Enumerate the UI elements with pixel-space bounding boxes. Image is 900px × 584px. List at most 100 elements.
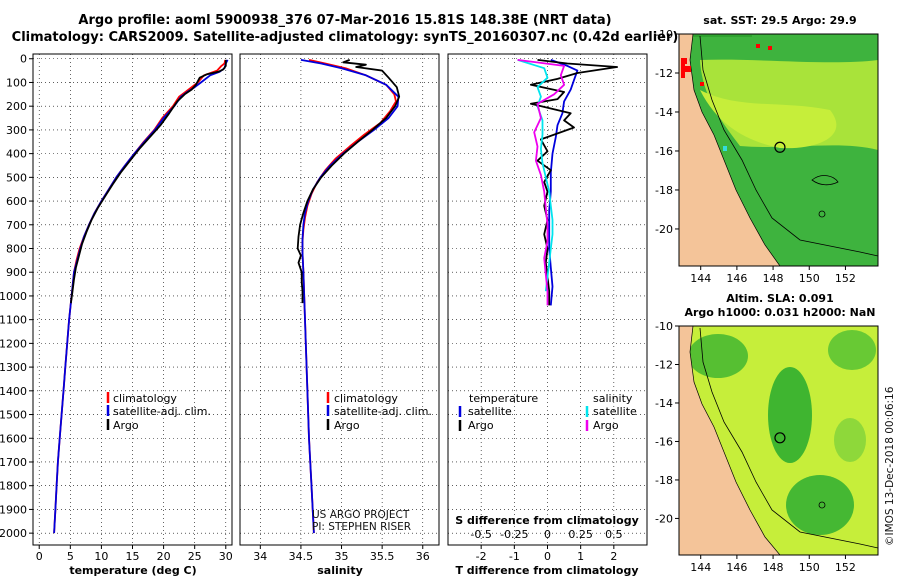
t-difference-x-axis: -2 -1 0 1 2 [476, 545, 617, 563]
map-lon-tick-label: 144 [690, 561, 711, 574]
sst-map-hot-pixel [756, 44, 760, 48]
salinity-plot-frame [239, 53, 440, 546]
sst-map-hot-pixel [681, 64, 685, 78]
depth-tick-label: 1300 [0, 361, 27, 374]
sla-map-subtitle: Argo h1000: 0.031 h2000: NaN [684, 306, 875, 319]
s-difference-tick-label: -0.25 [500, 528, 528, 541]
x-tick-label: 35 [335, 550, 349, 563]
map-lat-tick-label: -14 [655, 397, 673, 410]
map-lat-tick-label: -20 [655, 512, 673, 525]
legend-title-salinity: salinity [593, 392, 633, 405]
depth-tick-label: 0 [20, 53, 27, 66]
x-tick-label: 20 [157, 550, 171, 563]
x-tick-label: 5 [67, 550, 74, 563]
depth-tick-label: 500 [6, 171, 27, 184]
legend-title-temperature: temperature [469, 392, 538, 405]
salinity-x-axis: 34 34.5 35 35.5 36 [253, 545, 430, 563]
map-lon-tick-label: 152 [835, 561, 856, 574]
map-lat-tick-label: -10 [655, 28, 673, 41]
sst-map-top-band [680, 35, 752, 37]
map-lon-tick-label: 146 [726, 272, 747, 285]
sla-map: Altim. SLA: 0.091 Argo h1000: 0.031 h200… [655, 292, 879, 574]
sla-map-low-anomaly [828, 330, 876, 370]
salinity-axis-label: salinity [317, 564, 363, 577]
x-tick-label: 34.5 [289, 550, 314, 563]
map-lat-tick-label: -14 [655, 106, 673, 119]
depth-tick-label: 700 [6, 219, 27, 232]
x-tick-label: -1 [509, 550, 520, 563]
x-tick-label: 1 [577, 550, 584, 563]
map-lon-tick-label: 148 [763, 272, 784, 285]
s-difference-tick-label: 0 [544, 528, 551, 541]
temperature-series [53, 59, 229, 534]
x-tick-label: 10 [94, 550, 108, 563]
series-line-salinity-satellite [517, 59, 554, 292]
argo-float-position [774, 432, 786, 444]
sst-map-hot-pixel [685, 66, 691, 72]
legend-label-temp-satellite: satellite [468, 405, 512, 418]
legend-label-sal-satellite: satellite [593, 405, 637, 418]
sst-map-argo-marker [774, 141, 786, 153]
sst-map-hot-pixel [681, 58, 687, 64]
depth-tick-label: 900 [6, 266, 27, 279]
depth-tick-label: 1000 [0, 290, 27, 303]
s-difference-tick-label: 0.5 [605, 528, 623, 541]
legend-label-temp-argo: Argo [468, 419, 494, 432]
x-tick-label: 15 [126, 550, 140, 563]
header-line-1: Argo profile: aoml 5900938_376 07-Mar-20… [78, 13, 611, 28]
map-lat-tick-label: -20 [655, 223, 673, 236]
map-lat-tick-label: -12 [655, 358, 673, 371]
sst-map-cool-pixel [723, 146, 727, 151]
x-tick-label: 36 [416, 550, 430, 563]
sst-map-shelf-contour [699, 35, 879, 257]
map-lat-tick-label: -10 [655, 320, 673, 333]
depth-tick-label: 1200 [0, 337, 27, 350]
sst-map-reef-contour [811, 175, 839, 186]
map-lat-tick-label: -18 [655, 184, 673, 197]
sla-map-low-anomaly [688, 334, 748, 378]
legend-label-satellite: satellite-adj. clim. [334, 405, 432, 418]
depth-tick-label: 400 [6, 148, 27, 161]
series-line-argo [296, 59, 401, 304]
x-tick-label: 35.5 [370, 550, 395, 563]
map-lon-tick-label: 146 [726, 561, 747, 574]
depth-tick-label: 1700 [0, 456, 27, 469]
temperature-legend: climatology satellite-adj. clim. Argo [106, 392, 211, 432]
map-lon-tick-label: 150 [799, 272, 820, 285]
salinity-series [296, 59, 401, 534]
s-difference-axis-label: S difference from climatology [455, 514, 639, 527]
sla-map-mid-anomaly [834, 418, 866, 462]
map-lon-tick-label: 148 [763, 561, 784, 574]
legend-label-sal-argo: Argo [593, 419, 619, 432]
sst-map-axes: 144 146 148 150 152 -10 -12 -14 -16 -18 -20 [655, 28, 856, 285]
legend-label-argo: Argo [113, 419, 139, 432]
x-tick-label: 30 [219, 550, 233, 563]
sst-map-hot-pixel [768, 46, 772, 50]
sst-map-warmest-region [700, 90, 837, 149]
difference-legend: temperature satellite Argo salinity sate… [458, 392, 637, 432]
difference-panel: -2 -1 0 1 2 -0.5 -0.25 0 0.25 0.5 T difference f… [447, 53, 648, 577]
series-line-salinity-argo [517, 59, 565, 306]
map-lon-tick-label: 152 [835, 272, 856, 285]
pi-annotation: PI: STEPHEN RISER [312, 521, 411, 533]
depth-tick-label: 300 [6, 124, 27, 137]
map-lat-tick-label: -16 [655, 435, 673, 448]
header-line-2: Climatology: CARS2009. Satellite-adjuste… [12, 30, 679, 45]
salinity-legend: climatology satellite-adj. clim. Argo [326, 392, 432, 432]
argo-float-position [774, 141, 786, 153]
x-tick-label: 25 [188, 550, 202, 563]
map-lat-tick-label: -12 [655, 67, 673, 80]
sst-map-frame [678, 33, 879, 267]
difference-series [517, 59, 618, 306]
temperature-axis-label: temperature (deg C) [69, 564, 196, 577]
legend-label-climatology: climatology [113, 392, 177, 405]
depth-tick-label: 1800 [0, 480, 27, 493]
legend-label-argo: Argo [334, 419, 360, 432]
legend-label-satellite: satellite-adj. clim. [113, 405, 211, 418]
sla-map-argo-marker [774, 432, 786, 444]
depth-tick-label: 1100 [0, 314, 27, 327]
depth-axis: 0 100 200 300 400 500 600 700 800 900 1000 1100 1200… [0, 53, 33, 540]
map-lat-tick-label: -18 [655, 474, 673, 487]
